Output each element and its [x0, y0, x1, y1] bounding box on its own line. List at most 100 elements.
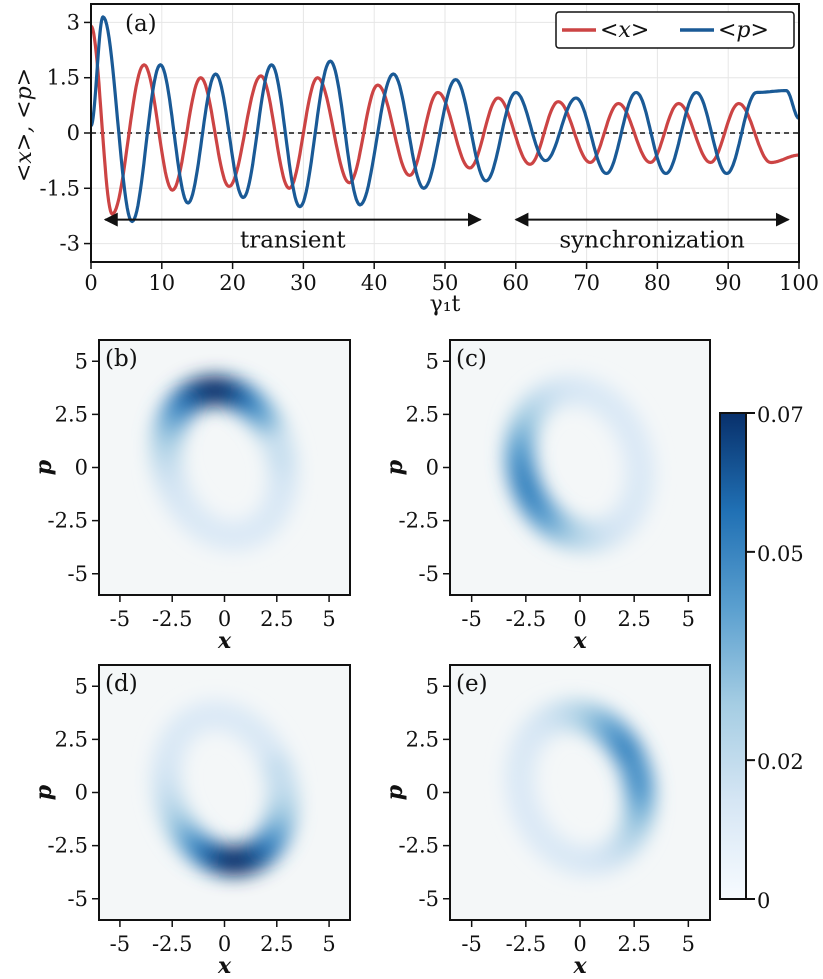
heatmap-density — [151, 700, 298, 877]
y-tick-label: 2.5 — [55, 402, 88, 426]
x-tick-label: 0 — [218, 932, 231, 956]
y-tick-label: -1.5 — [40, 176, 81, 200]
synchronization-label: synchronization — [559, 228, 745, 254]
panel-d-x-axis-label: x — [217, 953, 232, 979]
y-tick-label: -5 — [419, 562, 439, 586]
panel-a-y-axis-label: <x>, <p> — [12, 68, 37, 182]
y-tick-label: 5 — [75, 674, 88, 698]
x-tick-label: 0 — [84, 271, 97, 295]
x-tick-label: 0 — [573, 932, 586, 956]
panel-e-y-axis-label: p — [382, 784, 408, 800]
phase-space-heatmaps: -5 -2.5 0 2.5 5 5 2.5 0 -2.5 -5 (b) x p -5 -2.5 0 2.5 5 5 2… — [31, 339, 711, 979]
x-tick-label: 90 — [715, 271, 742, 295]
x-tick-label: 50 — [432, 271, 459, 295]
panel-a-x-axis-label: γ₁t — [430, 292, 461, 317]
y-tick-label: 5 — [426, 674, 439, 698]
colorbar-tick-label: 0 — [757, 889, 770, 913]
panel-d-y-axis-label: p — [31, 784, 57, 800]
x-tick-label: 5 — [682, 607, 695, 631]
x-tick-label: 70 — [573, 271, 600, 295]
heatmap-density — [504, 700, 656, 877]
x-tick-label: 5 — [682, 932, 695, 956]
panel-a-y-ticks: 3 1.5 0 -1.5 -3 — [40, 10, 91, 256]
ring-segment — [620, 754, 653, 791]
panel-e-x-axis-label: x — [572, 953, 587, 979]
x-tick-label: 5 — [322, 932, 335, 956]
y-tick-label: -2.5 — [399, 509, 440, 533]
heatmap-panel-c: -5 -2.5 0 2.5 5 5 2.5 0 -2.5 -5 (c) x p — [382, 339, 711, 654]
series-line-p — [89, 15, 801, 224]
x-tick-label: 2.5 — [617, 932, 650, 956]
x-tick-label: -2.5 — [506, 607, 547, 631]
heatmap-density — [504, 375, 656, 552]
x-tick-label: 10 — [148, 271, 175, 295]
x-tick-label: 100 — [779, 271, 819, 295]
legend: <x> <p> — [555, 11, 795, 49]
x-tick-label: -2.5 — [152, 932, 193, 956]
y-tick-label: -3 — [60, 232, 80, 256]
panel-a-series-lines — [89, 15, 801, 224]
y-tick-label: 0 — [67, 121, 80, 145]
y-tick-label: -5 — [68, 562, 88, 586]
x-tick-label: 60 — [502, 271, 529, 295]
legend-entry-p: <p> — [718, 18, 769, 43]
ring-segment — [263, 430, 295, 466]
y-tick-label: -5 — [68, 887, 88, 911]
x-tick-label: -5 — [461, 932, 481, 956]
heatmap-panel-e: -5 -2.5 0 2.5 5 5 2.5 0 -2.5 -5 (e) x p — [382, 664, 711, 979]
panel-a-frame — [90, 3, 800, 263]
panel-d-label: (d) — [105, 671, 138, 697]
colorbar-tick-label: 0.05 — [757, 542, 804, 566]
y-tick-label: 1.5 — [47, 66, 80, 90]
y-tick-label: 0 — [75, 456, 88, 480]
colorbar-tick-label: 0.07 — [757, 403, 804, 427]
panel-b-label: (b) — [105, 346, 138, 372]
heatmap-density — [151, 375, 298, 552]
x-tick-label: 2.5 — [260, 607, 293, 631]
y-tick-label: -5 — [419, 887, 439, 911]
x-tick-label: 80 — [644, 271, 671, 295]
x-tick-label: 20 — [219, 271, 246, 295]
panel-b-y-axis-label: p — [31, 459, 57, 475]
x-tick-label: -2.5 — [152, 607, 193, 631]
x-tick-label: 2.5 — [617, 607, 650, 631]
panel-a-label: (a) — [125, 11, 157, 37]
x-tick-label: 2.5 — [260, 932, 293, 956]
x-tick-label: 5 — [322, 607, 335, 631]
panel-e-label: (e) — [456, 671, 488, 697]
y-tick-label: 5 — [75, 349, 88, 373]
panel-c-x-axis-label: x — [572, 628, 587, 654]
x-tick-label: -2.5 — [506, 932, 547, 956]
y-tick-label: 2.5 — [55, 727, 88, 751]
y-tick-label: 0 — [426, 456, 439, 480]
panel-c-label: (c) — [456, 346, 487, 372]
y-tick-label: -2.5 — [399, 834, 440, 858]
y-tick-label: -2.5 — [48, 509, 89, 533]
panel-c-y-axis-label: p — [382, 459, 408, 475]
legend-box — [555, 11, 795, 49]
panel-b-x-axis-label: x — [217, 628, 232, 654]
panel-a-time-series: 0 10 20 30 40 50 60 70 80 90 100 3 1.5 0 -1.5 -3 (a) γ… — [0, 0, 823, 320]
ring-segment — [263, 755, 295, 791]
colorbar-ticks: 0.07 0.05 0.02 0 — [746, 403, 804, 913]
y-tick-label: 5 — [426, 349, 439, 373]
x-tick-label: -5 — [110, 607, 130, 631]
panel-a-annotations: transient synchronization — [103, 212, 790, 254]
x-tick-label: -5 — [461, 607, 481, 631]
y-tick-label: 2.5 — [406, 727, 439, 751]
transient-label: transient — [240, 228, 346, 254]
colorbar-gradient — [719, 412, 747, 900]
panel-a-x-ticks: 0 10 20 30 40 50 60 70 80 90 100 — [84, 262, 819, 295]
y-tick-label: 0 — [426, 781, 439, 805]
colorbar-tick-label: 0.02 — [757, 750, 804, 774]
series-line-x — [89, 24, 800, 216]
y-tick-label: -2.5 — [48, 834, 89, 858]
y-tick-label: 2.5 — [406, 402, 439, 426]
heatmap-panel-b: -5 -2.5 0 2.5 5 5 2.5 0 -2.5 -5 (b) x p — [31, 339, 351, 654]
x-tick-label: 0 — [218, 607, 231, 631]
y-tick-label: 3 — [67, 10, 80, 34]
x-tick-label: -5 — [110, 932, 130, 956]
x-tick-label: 30 — [290, 271, 317, 295]
heatmap-panel-d: -5 -2.5 0 2.5 5 5 2.5 0 -2.5 -5 (d) x p — [31, 664, 351, 979]
